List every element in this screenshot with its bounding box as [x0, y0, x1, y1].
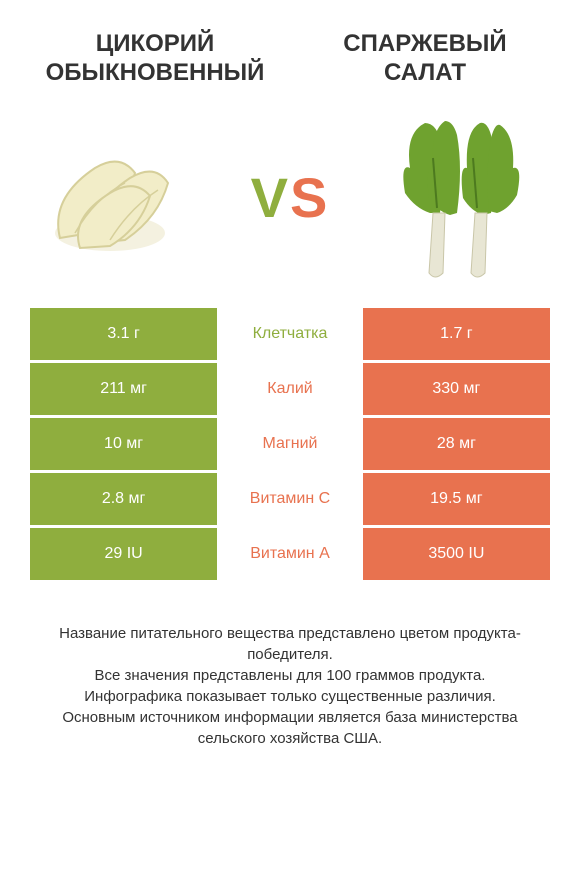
cell-nutrient-label: Клетчатка: [217, 308, 363, 360]
cell-nutrient-label: Магний: [217, 418, 363, 470]
vs-v: V: [251, 166, 290, 229]
table-row: 3.1 гКлетчатка1.7 г: [30, 308, 550, 360]
vs-label: VS: [251, 165, 330, 230]
title-left: ЦИКОРИЙ ОБЫКНОВЕННЫЙ: [34, 30, 277, 88]
cell-right-value: 19.5 мг: [363, 473, 550, 525]
table-row: 29 IUВитамин A3500 IU: [30, 528, 550, 580]
titles-row: ЦИКОРИЙ ОБЫКНОВЕННЫЙ СПАРЖЕВЫЙ САЛАТ: [0, 20, 580, 108]
cell-right-value: 330 мг: [363, 363, 550, 415]
vs-row: VS: [0, 108, 580, 308]
cell-left-value: 10 мг: [30, 418, 217, 470]
footer-line-4: Основным источником информации является …: [30, 707, 550, 749]
cell-nutrient-label: Калий: [217, 363, 363, 415]
cell-nutrient-label: Витамин A: [217, 528, 363, 580]
cell-left-value: 29 IU: [30, 528, 217, 580]
footer-line-3: Инфографика показывает только существенн…: [30, 686, 550, 707]
table-row: 211 мгКалий330 мг: [30, 363, 550, 415]
cell-left-value: 3.1 г: [30, 308, 217, 360]
title-right: СПАРЖЕВЫЙ САЛАТ: [304, 30, 547, 88]
cell-left-value: 2.8 мг: [30, 473, 217, 525]
vs-s: S: [290, 166, 329, 229]
cell-right-value: 28 мг: [363, 418, 550, 470]
cell-left-value: 211 мг: [30, 363, 217, 415]
cell-right-value: 1.7 г: [363, 308, 550, 360]
table-row: 2.8 мгВитамин C19.5 мг: [30, 473, 550, 525]
footer-line-1: Название питательного вещества представл…: [30, 623, 550, 665]
footer-line-2: Все значения представлены для 100 граммо…: [30, 665, 550, 686]
cell-nutrient-label: Витамин C: [217, 473, 363, 525]
food-image-left: [40, 118, 200, 278]
food-image-right: [380, 118, 540, 278]
footer-notes: Название питательного вещества представл…: [0, 583, 580, 749]
cell-right-value: 3500 IU: [363, 528, 550, 580]
comparison-table: 3.1 гКлетчатка1.7 г211 мгКалий330 мг10 м…: [0, 308, 580, 580]
table-row: 10 мгМагний28 мг: [30, 418, 550, 470]
